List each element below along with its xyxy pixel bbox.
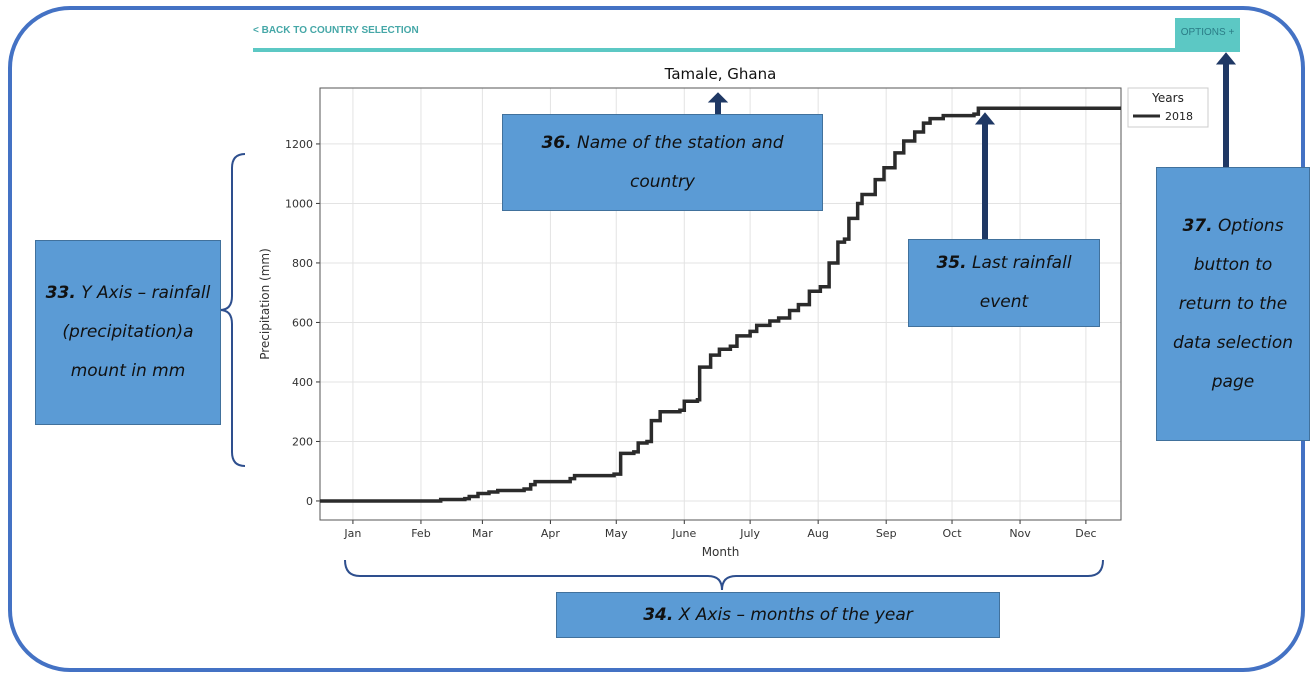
legend-title: Years <box>1151 91 1184 105</box>
x-tick-label: Mar <box>472 527 493 540</box>
callout-number: 35. <box>936 253 967 273</box>
arrows <box>707 52 1237 239</box>
legend-box <box>1127 87 1209 128</box>
x-tick-label: May <box>605 527 628 540</box>
arrow-head <box>1215 52 1237 65</box>
chart-title: Tamale, Ghana <box>664 65 777 83</box>
plot-border <box>319 87 1122 521</box>
callout: 36. Name of the station and country <box>502 114 823 211</box>
x-tick-label: Oct <box>943 527 963 540</box>
y-tick-label: 200 <box>292 435 313 448</box>
y-tick-label: 1000 <box>285 197 313 210</box>
y-tick-label: 1200 <box>285 138 313 151</box>
options-button[interactable]: OPTIONS + <box>1175 18 1240 48</box>
x-tick-label: Sep <box>876 527 897 540</box>
series-line <box>320 106 1121 503</box>
x-tick-label: July <box>739 527 760 540</box>
callout: 35. Last rainfall event <box>908 239 1100 327</box>
callout: 37. Options button to return to the data… <box>1156 167 1310 441</box>
x-tick-label: June <box>671 527 696 540</box>
x-tick-label: Jan <box>343 527 361 540</box>
callout-text: Last rainfall event <box>971 253 1072 312</box>
x-axis-label: Month <box>702 545 740 559</box>
callout-text: Name of the station and country <box>576 132 784 192</box>
callout-number: 36. <box>541 132 572 153</box>
callout-text: Y Axis – rainfall (precipitation)a mount… <box>62 283 211 381</box>
callout: 34. X Axis – months of the year <box>556 592 1000 638</box>
y-tick-label: 800 <box>292 257 313 270</box>
x-tick-label: Aug <box>807 527 828 540</box>
back-link[interactable]: < BACK TO COUNTRY SELECTION <box>253 25 419 36</box>
callout-text: X Axis – months of the year <box>678 604 913 625</box>
arrow-head <box>707 92 729 103</box>
callout-text: Options button to return to the data sel… <box>1172 215 1294 392</box>
y-brace <box>219 153 246 467</box>
x-tick-label: Nov <box>1009 527 1031 540</box>
x-tick-label: Dec <box>1075 527 1096 540</box>
x-brace <box>344 559 1104 591</box>
callout: 33. Y Axis – rainfall (precipitation)a m… <box>35 240 221 425</box>
y-axis-label: Precipitation (mm) <box>258 248 272 360</box>
y-tick-label: 600 <box>292 316 313 329</box>
arrow-head <box>974 112 996 125</box>
x-tick-label: Apr <box>541 527 561 540</box>
y-tick-label: 400 <box>292 376 313 389</box>
callout-number: 33. <box>45 283 76 303</box>
x-tick-label: Feb <box>411 527 430 540</box>
callout-number: 37. <box>1182 215 1213 236</box>
legend-label: 2018 <box>1165 110 1193 123</box>
y-tick-label: 0 <box>306 495 313 508</box>
callout-number: 34. <box>643 604 674 625</box>
